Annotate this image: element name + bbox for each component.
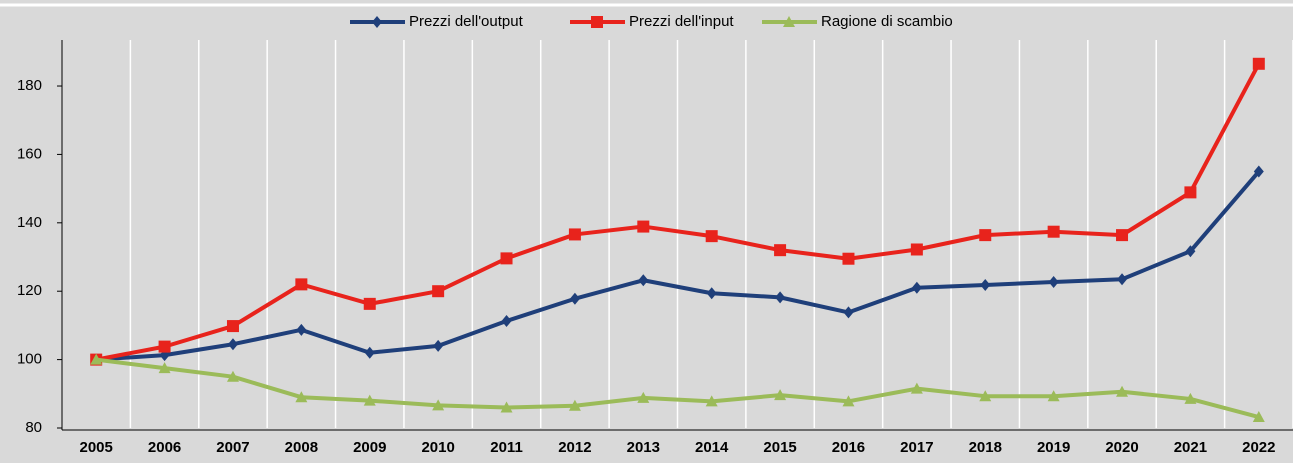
x-tick-label: 2013 (627, 439, 660, 456)
marker (638, 274, 649, 287)
x-tick-label: 2018 (969, 439, 1002, 456)
marker (637, 391, 650, 403)
x-tick-label: 2020 (1105, 439, 1138, 456)
marker (979, 390, 992, 402)
x-tick-label: 2014 (695, 439, 729, 456)
y-tick-label: 80 (25, 419, 42, 436)
marker (1047, 225, 1060, 238)
marker (1116, 385, 1129, 397)
y-tick-label: 160 (17, 145, 42, 162)
x-tick-label: 2009 (353, 439, 386, 456)
marker (227, 338, 238, 351)
marker (295, 278, 308, 291)
marker (842, 395, 855, 407)
marker (363, 297, 376, 310)
x-tick-label: 2022 (1242, 439, 1275, 456)
x-tick-label: 2019 (1037, 439, 1070, 456)
marker (774, 244, 787, 257)
marker (364, 346, 375, 359)
marker (1184, 392, 1197, 404)
y-tick-label: 140 (17, 214, 42, 231)
marker (295, 391, 308, 403)
marker (980, 279, 991, 292)
marker (591, 16, 603, 28)
marker (911, 281, 922, 294)
marker (1185, 245, 1196, 258)
marker (1253, 165, 1264, 178)
marker (158, 362, 171, 374)
x-tick-label: 2016 (832, 439, 865, 456)
x-tick-label: 2006 (148, 439, 181, 456)
series-line (95, 357, 1260, 419)
legend-label: Prezzi dell'input (629, 13, 734, 30)
series-line (95, 62, 1261, 362)
marker (774, 389, 787, 401)
y-tick-label: 180 (17, 77, 42, 94)
marker (568, 228, 581, 241)
x-tick-label: 2007 (216, 439, 249, 456)
x-tick-label: 2015 (763, 439, 796, 456)
marker (1184, 186, 1197, 199)
marker (1116, 229, 1129, 242)
marker (842, 252, 855, 265)
x-tick-label: 2017 (900, 439, 933, 456)
y-tick-label: 100 (17, 351, 42, 368)
marker (637, 220, 650, 233)
legend-label: Ragione di scambio (821, 13, 953, 30)
marker (226, 320, 239, 333)
series-line (96, 170, 1261, 362)
y-tick-label: 120 (17, 282, 42, 299)
x-tick-label: 2005 (80, 439, 113, 456)
marker (706, 287, 717, 300)
marker (1047, 390, 1060, 402)
marker (568, 399, 581, 411)
marker (1252, 57, 1265, 70)
marker (979, 229, 992, 242)
marker (433, 339, 444, 352)
marker (296, 323, 307, 336)
marker (432, 285, 445, 298)
legend-label: Prezzi dell'output (409, 13, 524, 30)
marker (501, 314, 512, 327)
marker (705, 395, 718, 407)
marker (910, 243, 923, 256)
x-tick-label: 2010 (421, 439, 454, 456)
x-tick-label: 2012 (558, 439, 591, 456)
marker (1252, 411, 1265, 423)
marker (910, 382, 923, 394)
marker (705, 230, 718, 243)
x-tick-label: 2021 (1174, 439, 1207, 456)
marker (775, 291, 786, 304)
x-tick-label: 2011 (490, 439, 523, 456)
marker (500, 401, 513, 413)
x-tick-label: 2008 (285, 439, 318, 456)
marker (363, 394, 376, 406)
marker (843, 306, 854, 319)
marker (1117, 273, 1128, 286)
marker (1048, 275, 1059, 288)
marker (90, 353, 103, 365)
marker (226, 370, 239, 382)
marker (372, 16, 382, 28)
marker (500, 252, 513, 265)
marker (569, 292, 580, 305)
marker (432, 399, 445, 411)
marker (158, 340, 171, 353)
marker (783, 16, 795, 27)
